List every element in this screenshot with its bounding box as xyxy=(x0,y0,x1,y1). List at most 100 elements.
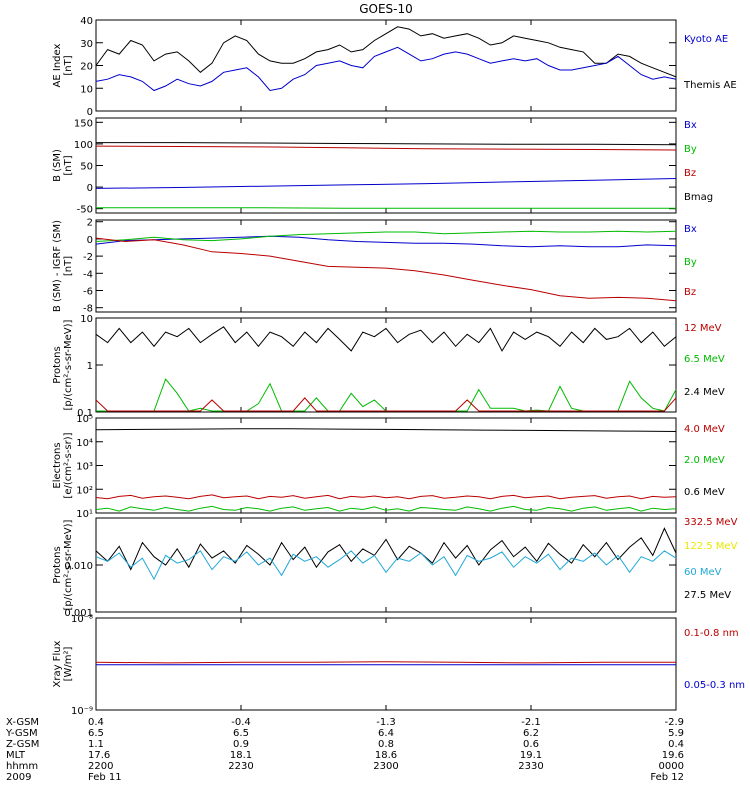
series-line-4-0-mev xyxy=(95,494,677,500)
legend-entry: 2.0 MeV xyxy=(684,455,725,466)
y-tick-label: 10⁻⁸ xyxy=(71,614,93,625)
y-axis-label: Electrons xyxy=(52,442,63,488)
axis-table-value: 2300 xyxy=(373,761,398,772)
axis-table-value: 0.4 xyxy=(88,717,104,728)
panel-b_sm: -50 0 50 100 150 B (SM) [nT] Bx By Bz Bmag xyxy=(52,117,713,216)
axis-table-value: 5.9 xyxy=(668,728,684,739)
axis-table-value: 0.4 xyxy=(668,739,684,750)
y-axis-label: [nT] xyxy=(63,55,74,75)
y-tick-label: 10 xyxy=(80,314,93,325)
series-line-0-6-mev xyxy=(95,428,677,432)
y-tick-label: 100 xyxy=(74,140,93,151)
axis-table-row-label: X-GSM xyxy=(6,717,39,728)
axis-table-value: 19.6 xyxy=(662,750,684,761)
legend-entry: 0.05-0.3 nm xyxy=(684,680,745,691)
plot-title: GOES-10 xyxy=(359,2,413,16)
bottom-axis-table: X-GSMY-GSMZ-GSMMLThhmm20090.46.51.117.62… xyxy=(5,717,684,783)
axis-table-value: 0.6 xyxy=(523,739,539,750)
y-tick-label: 10⁵ xyxy=(76,414,93,425)
y-axis-label: Xray Flux xyxy=(52,640,63,687)
legend-entry: Bx xyxy=(684,224,697,235)
axis-table-value: 6.4 xyxy=(378,728,394,739)
axis-table-value: Feb 11 xyxy=(88,772,122,783)
series-line-12-mev xyxy=(95,397,677,412)
y-tick-label: 0 xyxy=(87,235,93,246)
panel-frame xyxy=(95,417,677,514)
y-tick-label: 0 xyxy=(87,107,93,118)
series-line-bx xyxy=(95,178,677,189)
axis-table-value: 6.2 xyxy=(523,728,539,739)
axis-table-value: -2.1 xyxy=(521,717,541,728)
series-line-60-mev xyxy=(95,550,677,581)
legend-entry: 0.6 MeV xyxy=(684,487,725,498)
series-line-6-5-mev xyxy=(96,378,677,412)
y-tick-label: 10² xyxy=(76,485,93,496)
y-axis-label: AE Index xyxy=(52,43,63,87)
axis-table-value: 1.1 xyxy=(88,739,104,750)
axis-table-row-label: 2009 xyxy=(6,772,31,783)
y-tick-label: -4 xyxy=(83,269,93,280)
y-tick-label: -50 xyxy=(77,205,93,216)
axis-table-row-label: MLT xyxy=(6,750,26,761)
series-line-by xyxy=(95,230,677,242)
series-line-bz xyxy=(95,145,677,151)
y-axis-label: [nT] xyxy=(63,155,74,175)
y-tick-label: -8 xyxy=(83,304,93,315)
legend-entry: 27.5 MeV xyxy=(684,590,731,601)
y-tick-label: 10 xyxy=(80,84,93,95)
y-tick-label: 0.1 xyxy=(77,408,93,419)
series-line-bz xyxy=(95,237,677,302)
y-axis-label: [e/(cm²-s-sr)] xyxy=(63,432,74,498)
legend-entry: 4.0 MeV xyxy=(684,424,725,435)
y-tick-label: 20 xyxy=(80,62,93,73)
y-axis-label: B (SM) - IGRF (SM) xyxy=(52,220,63,312)
legend-entry: 332.5 MeV xyxy=(684,517,738,528)
legend-entry: By xyxy=(684,257,697,268)
series-line-by xyxy=(96,207,676,209)
axis-table-row-label: Y-GSM xyxy=(5,728,38,739)
legend-entry: 12 MeV xyxy=(684,323,722,334)
y-axis-label: Protons xyxy=(52,346,63,383)
axis-table-value: 19.1 xyxy=(520,750,542,761)
y-axis-label: [p/(cm²-s-sr-MeV)] xyxy=(63,319,74,410)
legend-entry: Bmag xyxy=(684,192,713,203)
legend-entry: Themis AE xyxy=(683,80,737,91)
panel-xray: 10⁻⁹ 10⁻⁸ Xray Flux [W/m²] 0.1-0.8 nm 0.05-0.… xyxy=(52,614,745,717)
y-axis-label: B (SM) xyxy=(52,149,63,182)
series-line-2-0-mev xyxy=(95,505,677,512)
panel-ae: 0 10 20 30 40 AE Index [nT] Kyoto AE Themis AE xyxy=(52,16,737,118)
axis-table-value: 18.6 xyxy=(375,750,397,761)
axis-table-row-label: hhmm xyxy=(6,761,38,772)
axis-table-value: 17.6 xyxy=(88,750,110,761)
axis-table-value: 0.8 xyxy=(378,739,394,750)
legend-entry: Bz xyxy=(684,168,696,179)
series-line-kyoto-ae xyxy=(95,46,677,92)
y-axis-label: Protons xyxy=(52,546,63,583)
axis-table-value: 2230 xyxy=(228,761,253,772)
y-tick-label: 30 xyxy=(80,39,93,50)
y-tick-label: 2 xyxy=(87,218,93,229)
legend-entry: 6.5 MeV xyxy=(684,354,725,365)
panel-frame xyxy=(95,117,677,214)
axis-table-value: 6.5 xyxy=(88,728,104,739)
axis-table-value: 2330 xyxy=(518,761,543,772)
y-tick-label: 50 xyxy=(80,162,93,173)
series-line-27-5-mev xyxy=(95,527,677,571)
legend-entry: Bz xyxy=(684,287,696,298)
legend-entry: By xyxy=(684,144,697,155)
axis-table-value: Feb 12 xyxy=(650,772,684,783)
y-tick-label: 10⁻⁹ xyxy=(71,706,93,717)
series-line-2-4-mev xyxy=(95,326,677,352)
y-tick-label: -2 xyxy=(83,252,93,263)
y-axis-label: [nT] xyxy=(63,256,74,276)
axis-table-value: 6.5 xyxy=(233,728,249,739)
y-tick-label: 1 xyxy=(87,361,93,372)
panel-frame xyxy=(95,517,677,613)
panel-frame xyxy=(95,617,677,711)
y-axis-label: [p/(cm²-s-sr-MeV)] xyxy=(63,519,74,610)
axis-table-value: 0000 xyxy=(659,761,684,772)
legend-entry: Bx xyxy=(684,120,697,131)
